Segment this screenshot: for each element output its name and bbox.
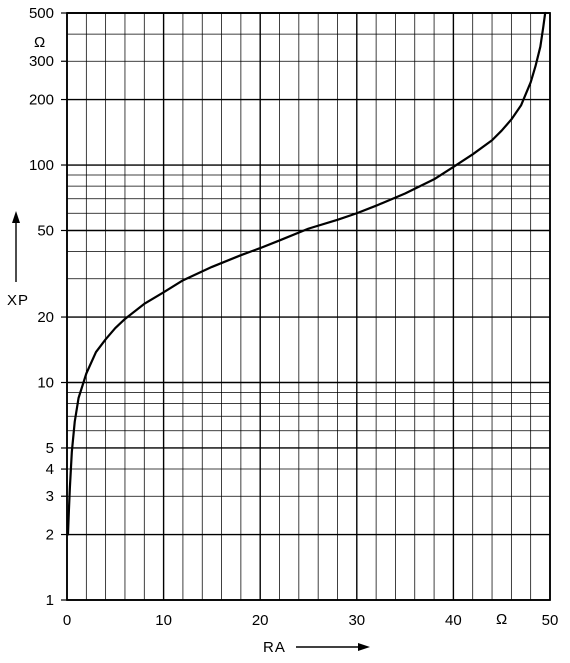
y-axis-title: XP xyxy=(7,292,29,309)
x-tick-label: 40 xyxy=(445,612,462,629)
x-tick-label: 0 xyxy=(63,612,71,629)
x-tick-label: 30 xyxy=(348,612,365,629)
x-tick-label: 10 xyxy=(155,612,172,629)
series-line xyxy=(66,11,547,536)
x-unit-label: Ω xyxy=(496,611,507,628)
y-tick-label: 500 xyxy=(29,5,54,22)
y-tick-label: 3 xyxy=(46,488,54,505)
x-tick-label: 20 xyxy=(252,612,269,629)
y-axis-arrow xyxy=(12,211,20,282)
x-axis-arrow xyxy=(296,643,370,651)
y-tick-label: 100 xyxy=(29,157,54,174)
y-tick-label: 200 xyxy=(29,92,54,109)
y-tick-label: 50 xyxy=(37,222,54,239)
y-tick-label: 20 xyxy=(37,309,54,326)
y-unit-label: Ω xyxy=(34,34,45,51)
y-tick-label: 4 xyxy=(46,461,54,478)
y-tick-label: 10 xyxy=(37,375,54,392)
y-tick-label: 5 xyxy=(46,440,54,457)
y-tick-label: 300 xyxy=(29,53,54,70)
x-axis-title: RA xyxy=(263,639,286,656)
plot-border xyxy=(66,12,551,601)
x-tick-label: 50 xyxy=(542,612,559,629)
y-tick-label: 1 xyxy=(46,592,54,609)
y-tick-label: 2 xyxy=(46,527,54,544)
